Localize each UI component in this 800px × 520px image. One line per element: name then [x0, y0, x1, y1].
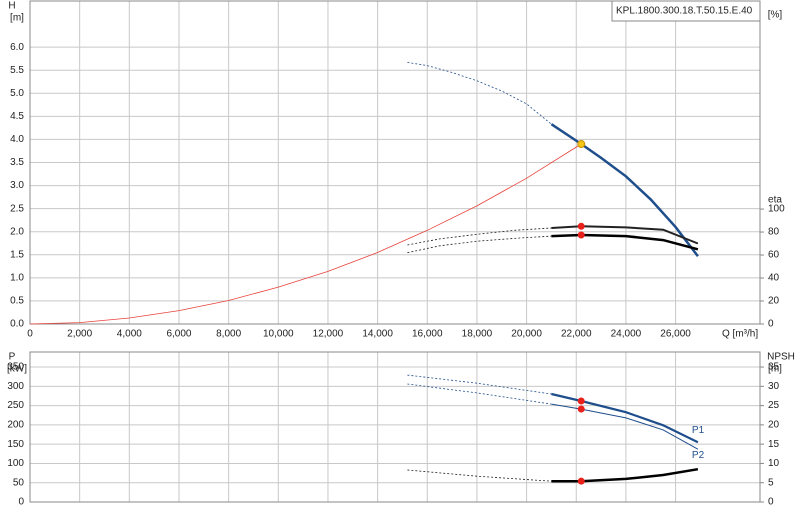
- series-label: P1: [692, 425, 705, 436]
- x-tick-label: 10,000: [263, 329, 294, 340]
- y-tick-label: 300: [7, 381, 24, 392]
- duty-point: [577, 140, 586, 149]
- y-axis-unit: [kW]: [7, 364, 27, 375]
- y-axis-label: P: [9, 352, 16, 363]
- y2-axis-unit: [%]: [768, 10, 783, 21]
- y-tick-label: 3.5: [10, 157, 24, 168]
- y-tick-label: 5.5: [10, 65, 24, 76]
- y-tick-label: 5.0: [10, 88, 24, 99]
- x-axis-label: Q [m³/h]: [722, 329, 758, 340]
- y2-tick-label: 0: [768, 319, 774, 330]
- y-tick-label: 100: [7, 458, 24, 469]
- duty-point: [577, 397, 585, 405]
- y2-tick-label: 15: [768, 439, 780, 450]
- y2-tick-label: 100: [768, 204, 785, 215]
- curve: [551, 392, 699, 444]
- series-label: P2: [692, 450, 705, 461]
- y-tick-label: 250: [7, 400, 24, 411]
- y-tick-label: 150: [7, 439, 24, 450]
- y-tick-label: 2.5: [10, 203, 24, 214]
- y-tick-label: 1.5: [10, 249, 24, 260]
- plot-frame: [29, 351, 761, 503]
- x-tick-label: 2,000: [67, 329, 92, 340]
- y-tick-label: 350: [7, 362, 24, 373]
- x-tick-label: 26,000: [660, 329, 691, 340]
- x-tick-label: 18,000: [462, 329, 493, 340]
- y2-tick-label: 10: [768, 458, 780, 469]
- curve: [407, 235, 552, 254]
- x-tick-label: 16,000: [412, 329, 443, 340]
- annotation-box: [611, 0, 761, 22]
- x-tick-label: 0: [27, 329, 33, 340]
- y2-axis-unit: [m]: [768, 364, 782, 375]
- duty-point: [577, 477, 585, 485]
- y-tick-label: 4.0: [10, 134, 24, 145]
- y-tick-label: 0.0: [10, 319, 24, 330]
- x-tick-label: 8,000: [216, 329, 241, 340]
- y2-tick-label: 20: [768, 420, 780, 431]
- y2-axis-label: eta: [768, 195, 782, 206]
- x-tick-label: 24,000: [611, 329, 642, 340]
- x-tick-label: 12,000: [313, 329, 344, 340]
- y-axis-label: H: [8, 1, 15, 12]
- curve: [407, 62, 552, 125]
- curve: [551, 225, 699, 245]
- x-tick-label: 6,000: [166, 329, 191, 340]
- x-tick-label: 20,000: [511, 329, 542, 340]
- y-tick-label: 200: [7, 420, 24, 431]
- x-tick-label: 14,000: [362, 329, 393, 340]
- y-tick-label: 6.0: [10, 42, 24, 53]
- y-tick-label: 2.0: [10, 226, 24, 237]
- y2-tick-label: 5: [768, 477, 774, 488]
- y2-tick-label: 60: [768, 250, 780, 261]
- y2-tick-label: 80: [768, 227, 780, 238]
- curve: [551, 467, 699, 483]
- curve: [407, 374, 552, 395]
- y-tick-label: 50: [13, 477, 25, 488]
- curve: [551, 233, 699, 251]
- curve: [407, 227, 552, 246]
- y2-axis-label: NPSH: [767, 352, 795, 363]
- curve: [29, 143, 582, 325]
- curve: [551, 403, 699, 450]
- y-tick-label: 3.0: [10, 180, 24, 191]
- y-tick-label: 4.5: [10, 111, 24, 122]
- y2-tick-label: 25: [768, 400, 780, 411]
- y2-tick-label: 0: [768, 497, 774, 508]
- y2-tick-label: 30: [768, 381, 780, 392]
- y-tick-label: 0: [18, 497, 24, 508]
- x-tick-label: 4,000: [117, 329, 142, 340]
- y2-tick-label: 20: [768, 296, 780, 307]
- annotation: KPL.1800.300.18.T.50.15.E.40: [616, 6, 753, 17]
- duty-point: [577, 405, 585, 413]
- duty-point: [577, 222, 585, 230]
- curve: [407, 469, 552, 482]
- y-axis-unit: [m]: [10, 13, 24, 24]
- y-tick-label: 1.0: [10, 272, 24, 283]
- y2-tick-label: 40: [768, 273, 780, 284]
- curve: [407, 383, 552, 405]
- duty-point: [577, 231, 585, 239]
- plot-frame: [29, 0, 761, 325]
- y-tick-label: 0.5: [10, 296, 24, 307]
- y2-tick-label: 35: [768, 362, 780, 373]
- x-tick-label: 22,000: [561, 329, 592, 340]
